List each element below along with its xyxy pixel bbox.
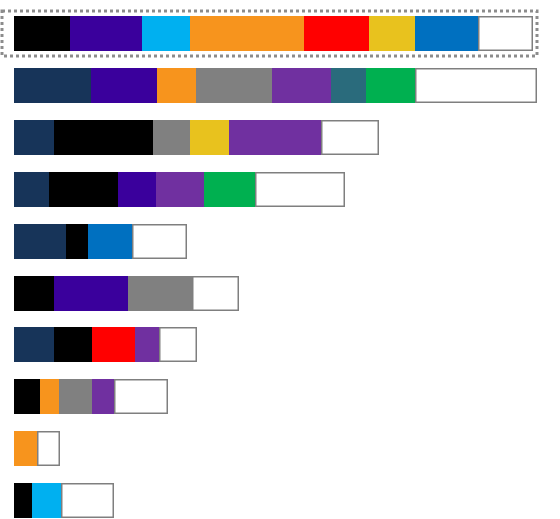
- bar-segment-orange: [40, 379, 59, 414]
- bar-segment-empty: [321, 120, 379, 155]
- bar-row-9: [14, 431, 60, 466]
- bar-segment-sky: [32, 483, 61, 518]
- bar-segment-gray: [153, 120, 190, 155]
- bar-segment-empty: [478, 16, 533, 51]
- bar-segment-navy: [14, 172, 49, 207]
- bar-row-4: [14, 172, 345, 207]
- bar-segment-indigo: [91, 68, 157, 103]
- bar-row-1: [14, 16, 533, 51]
- bar-segment-gold: [190, 120, 229, 155]
- bar-segment-empty: [61, 483, 114, 518]
- bar-segment-indigo: [54, 276, 128, 311]
- bar-segment-black: [66, 224, 88, 259]
- bar-row-3: [14, 120, 379, 155]
- bar-segment-empty: [159, 327, 197, 362]
- bar-segment-blue: [88, 224, 132, 259]
- bar-row-10: [14, 483, 114, 518]
- bar-segment-black: [14, 16, 70, 51]
- bar-segment-gold: [369, 16, 415, 51]
- bar-row-7: [14, 327, 197, 362]
- bar-segment-black: [14, 483, 32, 518]
- bar-segment-orange: [14, 431, 37, 466]
- bar-segment-black: [14, 379, 40, 414]
- bar-segment-indigo: [118, 172, 156, 207]
- bar-row-6: [14, 276, 239, 311]
- bar-segment-empty: [132, 224, 187, 259]
- selection-highlight: [0, 9, 539, 58]
- bar-row-5: [14, 224, 187, 259]
- bar-segment-navy: [14, 224, 66, 259]
- bar-segment-black: [49, 172, 118, 207]
- bar-segment-purple: [156, 172, 204, 207]
- bar-segment-black: [14, 276, 54, 311]
- bar-row-8: [14, 379, 168, 414]
- bar-segment-purple: [272, 68, 331, 103]
- bar-segment-gray: [128, 276, 192, 311]
- bar-segment-sky: [142, 16, 190, 51]
- bar-segment-navy: [14, 68, 91, 103]
- bar-segment-navy: [14, 120, 54, 155]
- bar-segment-orange: [190, 16, 304, 51]
- bar-segment-green: [366, 68, 415, 103]
- bar-segment-empty: [415, 68, 537, 103]
- bar-segment-teal: [331, 68, 366, 103]
- bar-segment-black: [54, 327, 92, 362]
- bar-segment-indigo: [70, 16, 142, 51]
- bar-segment-empty: [114, 379, 168, 414]
- bar-segment-gray: [59, 379, 92, 414]
- bar-segment-empty: [37, 431, 60, 466]
- bar-segment-purple: [92, 379, 114, 414]
- bar-segment-purple: [229, 120, 321, 155]
- bar-segment-red: [304, 16, 369, 51]
- bar-segment-purple: [135, 327, 159, 362]
- bar-segment-empty: [192, 276, 239, 311]
- bar-segment-gray: [196, 68, 272, 103]
- bar-segment-red: [92, 327, 135, 362]
- bar-segment-navy: [14, 327, 54, 362]
- bar-segment-blue: [415, 16, 478, 51]
- bar-row-2: [14, 68, 537, 103]
- bar-segment-green: [204, 172, 255, 207]
- bar-segment-orange: [157, 68, 196, 103]
- bar-segment-empty: [255, 172, 345, 207]
- bar-segment-black: [54, 120, 153, 155]
